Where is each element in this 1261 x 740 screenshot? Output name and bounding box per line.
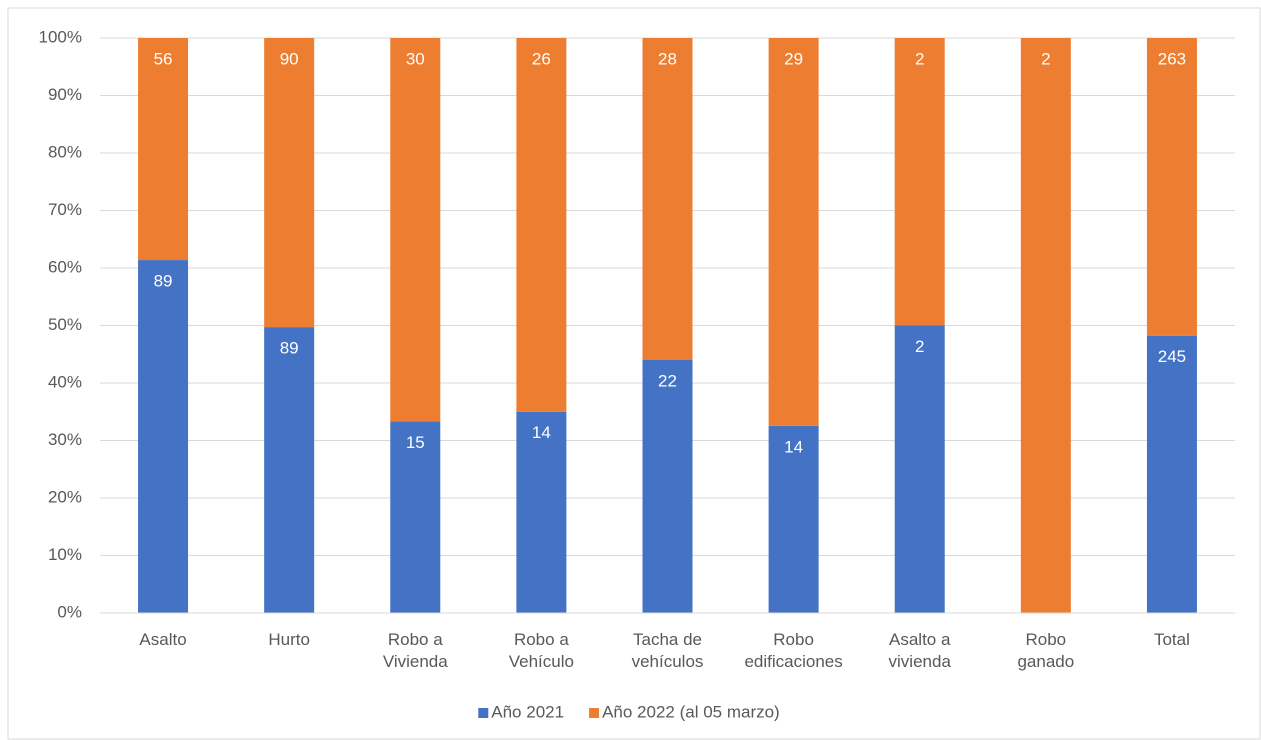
data-label: 263 [1158, 49, 1186, 68]
bar-segment [1146, 335, 1197, 613]
bar-segment [894, 325, 945, 613]
data-label: 30 [406, 49, 425, 68]
y-tick-label: 50% [48, 315, 82, 334]
legend-label: Año 2022 (al 05 marzo) [602, 702, 780, 721]
bar-segment [642, 38, 693, 360]
bar-segment [1146, 38, 1197, 336]
data-label: 22 [658, 371, 677, 390]
data-label: 28 [658, 49, 677, 68]
bar-segment [138, 260, 189, 613]
y-tick-label: 90% [48, 85, 82, 104]
data-label: 14 [532, 423, 551, 442]
x-tick-label: Asalto a vivienda [888, 630, 951, 671]
bar-segment [768, 425, 819, 613]
data-label: 26 [532, 49, 551, 68]
bar-segment [1020, 38, 1071, 613]
bar-segment [768, 38, 819, 426]
bar-segment [390, 421, 441, 613]
y-tick-label: 10% [48, 545, 82, 564]
data-label: 14 [784, 437, 803, 456]
x-tick-label: Robo ganado [1017, 630, 1075, 671]
y-tick-label: 30% [48, 430, 82, 449]
x-tick-label: Robo a Vehículo [508, 630, 574, 671]
x-tick-label: Hurto [268, 630, 310, 649]
chart-frame [7, 7, 1261, 740]
y-tick-label: 70% [48, 200, 82, 219]
data-label: 15 [406, 433, 425, 452]
x-tick-label: Robo a Vivienda [382, 630, 448, 671]
bar-segment [894, 38, 945, 326]
legend-swatch [478, 708, 489, 718]
data-label: 2 [915, 337, 924, 356]
x-tick-label: Tacha de vehículos [631, 630, 704, 671]
data-label: 89 [280, 339, 299, 358]
x-tick-label: Robo edificaciones [744, 630, 843, 671]
data-label: 90 [280, 49, 299, 68]
y-tick-label: 0% [57, 602, 82, 621]
data-label: 245 [1158, 347, 1186, 366]
bar-segment [138, 38, 189, 261]
bar-segment [390, 38, 441, 422]
y-tick-label: 100% [39, 27, 82, 46]
data-label: 56 [154, 49, 173, 68]
legend-label: Año 2021 [491, 702, 564, 721]
y-tick-label: 20% [48, 487, 82, 506]
bar-segment [264, 38, 315, 328]
x-tick-label: Total [1153, 630, 1190, 649]
data-label: 89 [154, 272, 173, 291]
y-tick-label: 80% [48, 142, 82, 161]
data-label: 2 [915, 49, 924, 68]
x-tick-label: Asalto [139, 630, 187, 649]
data-label: 29 [784, 49, 803, 68]
y-tick-label: 40% [48, 372, 82, 391]
bar-segment [516, 38, 567, 412]
bar-segment [264, 327, 315, 613]
legend-swatch [589, 708, 600, 718]
data-label: 2 [1041, 49, 1050, 68]
y-tick-label: 60% [48, 257, 82, 276]
bar-segment [642, 360, 693, 613]
bar-segment [516, 411, 567, 613]
